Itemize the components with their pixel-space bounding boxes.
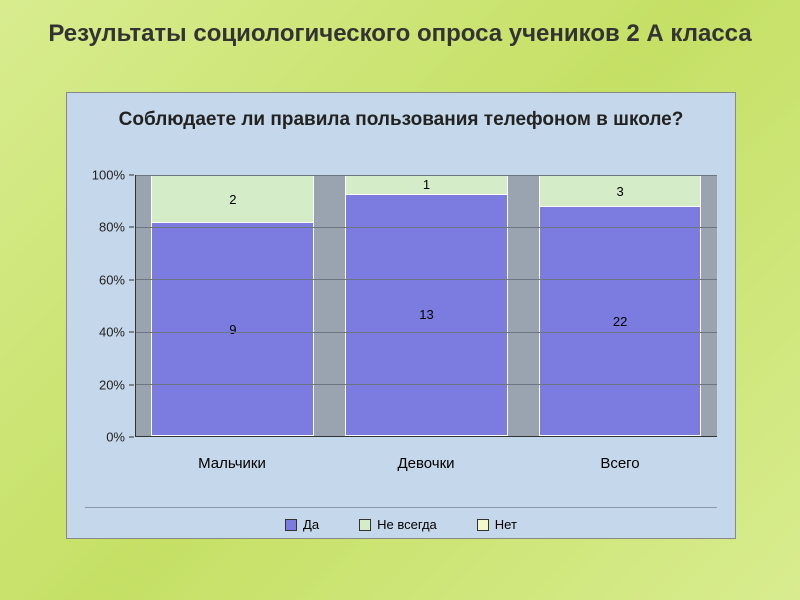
bar-group: 29 [151, 175, 314, 436]
y-tick-label: 100% [85, 168, 125, 183]
y-tick-label: 60% [85, 272, 125, 287]
x-axis-label: Девочки [345, 447, 508, 487]
chart-title: Соблюдаете ли правила пользования телефо… [67, 93, 735, 145]
chart-container: Соблюдаете ли правила пользования телефо… [66, 92, 736, 539]
legend: Да Не всегда Нет [67, 517, 735, 532]
legend-item: Да [285, 517, 319, 532]
y-tick-mark [129, 332, 134, 333]
bar-segment: 9 [151, 222, 314, 436]
y-tick-mark [129, 384, 134, 385]
x-axis-label: Мальчики [151, 447, 314, 487]
bar-segment: 22 [539, 206, 702, 436]
bar-segment: 2 [151, 175, 314, 222]
gridline [136, 332, 717, 333]
bar-segment: 3 [539, 175, 702, 206]
gridline [136, 279, 717, 280]
slide-title: Результаты социологического опроса учени… [0, 0, 800, 57]
y-tick-mark [129, 437, 134, 438]
legend-item: Нет [477, 517, 517, 532]
legend-swatch [359, 519, 371, 531]
legend-swatch [285, 519, 297, 531]
legend-divider [85, 507, 717, 508]
y-tick-label: 0% [85, 430, 125, 445]
legend-item: Не всегда [359, 517, 437, 532]
gridline [136, 175, 717, 176]
x-axis-labels: Мальчики Девочки Всего [135, 447, 717, 487]
y-tick-label: 20% [85, 377, 125, 392]
plot-area: 29113322 [135, 175, 717, 437]
y-tick-mark [129, 279, 134, 280]
bar-group: 322 [539, 175, 702, 436]
bar-segment: 13 [345, 194, 508, 436]
legend-label: Нет [495, 517, 517, 532]
bar-group: 113 [345, 175, 508, 436]
plot-outer: 0%20%40%60%80%100% 29113322 [85, 175, 717, 437]
bars-group: 29113322 [136, 175, 717, 436]
legend-label: Да [303, 517, 319, 532]
x-axis-label: Всего [539, 447, 702, 487]
bar-segment: 1 [345, 175, 508, 194]
legend-swatch [477, 519, 489, 531]
y-tick-label: 40% [85, 325, 125, 340]
y-tick-mark [129, 227, 134, 228]
gridline [136, 227, 717, 228]
legend-label: Не всегда [377, 517, 437, 532]
y-tick-mark [129, 175, 134, 176]
y-tick-label: 80% [85, 220, 125, 235]
gridline [136, 384, 717, 385]
y-axis: 0%20%40%60%80%100% [85, 175, 139, 437]
